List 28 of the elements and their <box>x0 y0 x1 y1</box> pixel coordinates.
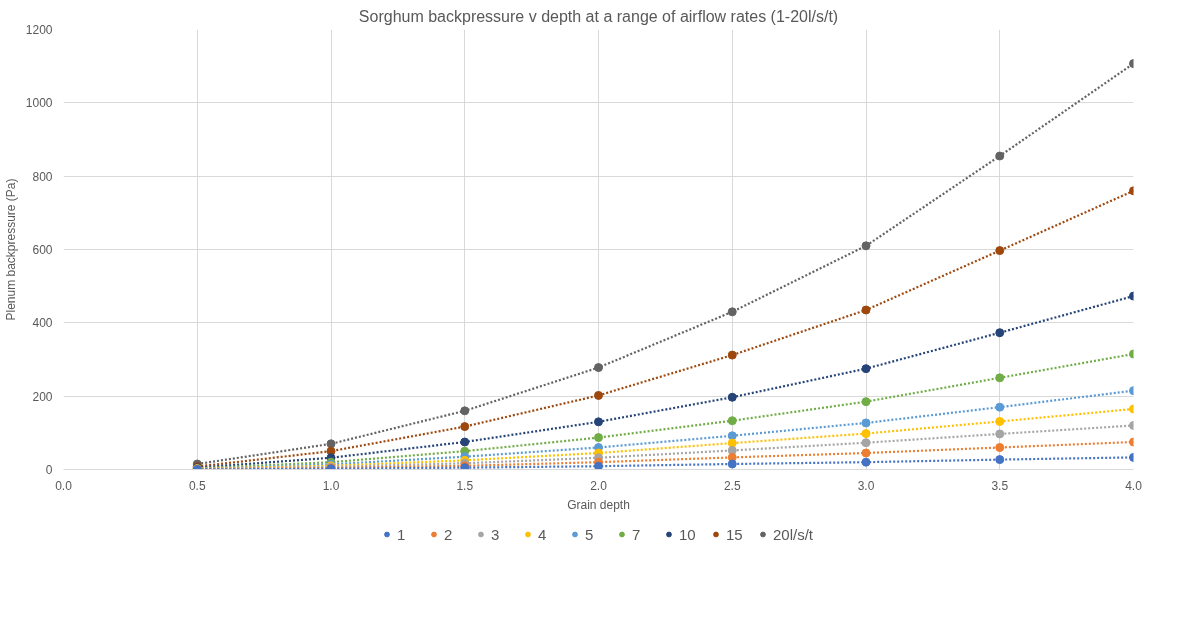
y-tick-label: 200 <box>32 389 53 404</box>
legend-label: 5 <box>584 525 595 543</box>
x-tick-label: 1.5 <box>456 478 474 493</box>
y-tick-label: 600 <box>32 243 53 257</box>
x-tick-label: 0.5 <box>188 478 206 493</box>
legend-label: 4 <box>537 525 548 543</box>
chart-title: Sorghum backpressure v depth at a range of airflow rates (1-20l/s/t) <box>358 7 839 25</box>
legend-label: 10 <box>678 525 697 543</box>
x-tick-label: 0.0 <box>55 478 73 493</box>
x-tick-label: 4.0 <box>1125 478 1143 493</box>
legend-label: 7 <box>631 525 642 543</box>
x-axis-title: Grain depth <box>567 497 630 512</box>
x-tick-label: 1.0 <box>322 478 340 493</box>
legend-label: 1 <box>396 525 407 543</box>
y-tick-label: 800 <box>32 169 53 184</box>
x-tick-label: 3.0 <box>857 478 875 493</box>
x-tick-label: 2.5 <box>723 478 741 493</box>
y-axis-title: Plenum backpressure (Pa) <box>3 178 18 321</box>
x-tick-label: 3.5 <box>991 478 1009 493</box>
legend-label: 15 <box>725 525 744 543</box>
y-tick-label: 0 <box>45 463 53 477</box>
y-tick-label: 400 <box>32 316 53 331</box>
legend-label: 2 <box>443 525 454 543</box>
x-tick-label: 2.0 <box>590 478 608 493</box>
legend-label: 3 <box>490 525 501 543</box>
legend-label: 20l/s/t <box>772 525 814 543</box>
y-tick-label: 1200 <box>25 23 53 37</box>
y-tick-label: 1000 <box>25 96 53 111</box>
